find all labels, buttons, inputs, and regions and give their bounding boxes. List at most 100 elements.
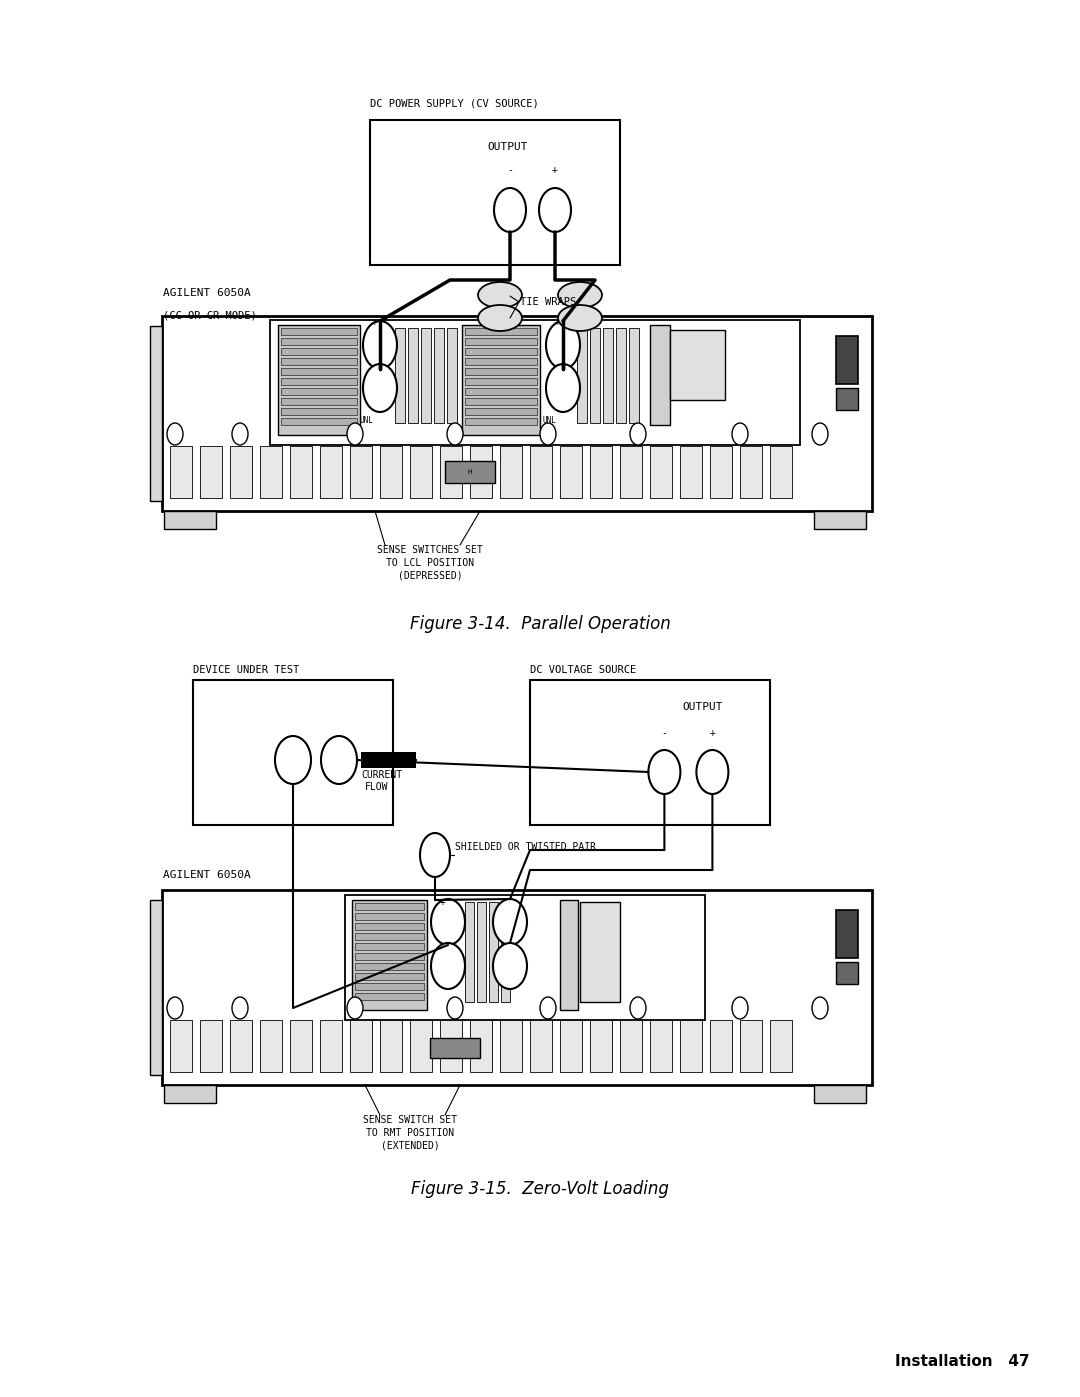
Bar — [445, 461, 495, 483]
Ellipse shape — [812, 997, 828, 1018]
Ellipse shape — [540, 423, 556, 446]
Bar — [710, 446, 732, 497]
Bar — [355, 914, 424, 921]
Text: Figure 3-14.  Parallel Operation: Figure 3-14. Parallel Operation — [409, 615, 671, 633]
Bar — [616, 328, 626, 423]
Bar — [465, 328, 537, 335]
Bar — [561, 1020, 582, 1071]
Bar — [710, 1020, 732, 1071]
Bar — [561, 446, 582, 497]
Ellipse shape — [431, 900, 465, 944]
Ellipse shape — [431, 943, 465, 989]
Bar — [465, 398, 537, 405]
Bar — [440, 446, 462, 497]
Bar — [320, 446, 342, 497]
Bar — [650, 1020, 672, 1071]
Bar — [814, 511, 866, 529]
Text: +: + — [440, 897, 446, 907]
Ellipse shape — [275, 736, 311, 784]
Text: DEVICE UNDER TEST: DEVICE UNDER TEST — [193, 665, 299, 675]
Ellipse shape — [447, 997, 463, 1018]
Bar — [355, 933, 424, 940]
Bar — [650, 326, 670, 425]
Bar — [530, 446, 552, 497]
Bar — [170, 1020, 192, 1071]
Bar — [355, 972, 424, 981]
Ellipse shape — [630, 997, 646, 1018]
Bar — [380, 1020, 402, 1071]
Text: -: - — [661, 728, 667, 738]
Bar — [836, 337, 858, 384]
Text: AGILENT 6050A: AGILENT 6050A — [163, 288, 251, 298]
Bar — [434, 328, 444, 423]
Text: OUTPUT: OUTPUT — [683, 703, 723, 712]
Bar — [352, 900, 427, 1010]
Bar — [465, 367, 537, 374]
Bar — [680, 446, 702, 497]
Bar — [603, 328, 613, 423]
Bar — [380, 446, 402, 497]
Bar — [447, 328, 457, 423]
Ellipse shape — [492, 900, 527, 944]
Bar — [370, 120, 620, 265]
Ellipse shape — [420, 833, 450, 877]
Text: H: H — [468, 469, 472, 475]
Bar — [770, 446, 792, 497]
Ellipse shape — [447, 423, 463, 446]
Text: +: + — [555, 317, 561, 327]
Text: -: - — [508, 165, 513, 175]
Bar — [629, 328, 639, 423]
Bar — [421, 328, 431, 423]
Text: -: - — [440, 942, 446, 951]
Bar — [408, 328, 418, 423]
Bar — [281, 358, 357, 365]
Bar — [230, 1020, 252, 1071]
Bar — [770, 1020, 792, 1071]
Ellipse shape — [347, 423, 363, 446]
Ellipse shape — [732, 423, 748, 446]
Bar — [281, 408, 357, 415]
Ellipse shape — [478, 305, 522, 331]
Bar — [281, 338, 357, 345]
Bar — [465, 348, 537, 355]
Bar — [836, 388, 858, 409]
Bar — [170, 446, 192, 497]
Text: CURRENT: CURRENT — [361, 770, 402, 780]
Bar — [355, 983, 424, 990]
Text: +: + — [552, 165, 558, 175]
Ellipse shape — [321, 736, 357, 784]
Bar — [230, 446, 252, 497]
Bar — [620, 1020, 642, 1071]
Text: UNL: UNL — [359, 416, 373, 425]
Bar — [345, 895, 705, 1020]
Bar — [162, 316, 872, 511]
Text: DC POWER SUPPLY (CV SOURCE): DC POWER SUPPLY (CV SOURCE) — [370, 98, 539, 108]
Bar — [465, 338, 537, 345]
Bar — [355, 963, 424, 970]
Ellipse shape — [732, 997, 748, 1018]
Bar — [740, 1020, 762, 1071]
Text: TO LCL POSITION: TO LCL POSITION — [386, 557, 474, 569]
Text: +: + — [372, 317, 378, 327]
Bar — [465, 408, 537, 415]
Bar — [410, 446, 432, 497]
Bar — [500, 446, 522, 497]
Bar — [281, 398, 357, 405]
Text: FLOW: FLOW — [365, 782, 389, 792]
Bar — [260, 446, 282, 497]
Ellipse shape — [812, 423, 828, 446]
Bar — [620, 446, 642, 497]
Ellipse shape — [363, 365, 397, 412]
Bar — [465, 902, 474, 1002]
Ellipse shape — [558, 305, 602, 331]
Ellipse shape — [630, 423, 646, 446]
Text: UNL: UNL — [542, 416, 556, 425]
Ellipse shape — [492, 943, 527, 989]
Bar — [350, 1020, 372, 1071]
Bar — [278, 326, 360, 434]
Text: AGILENT 6050A: AGILENT 6050A — [163, 870, 251, 880]
Bar — [291, 446, 312, 497]
Bar — [740, 446, 762, 497]
Bar — [470, 1020, 492, 1071]
Bar — [836, 963, 858, 983]
